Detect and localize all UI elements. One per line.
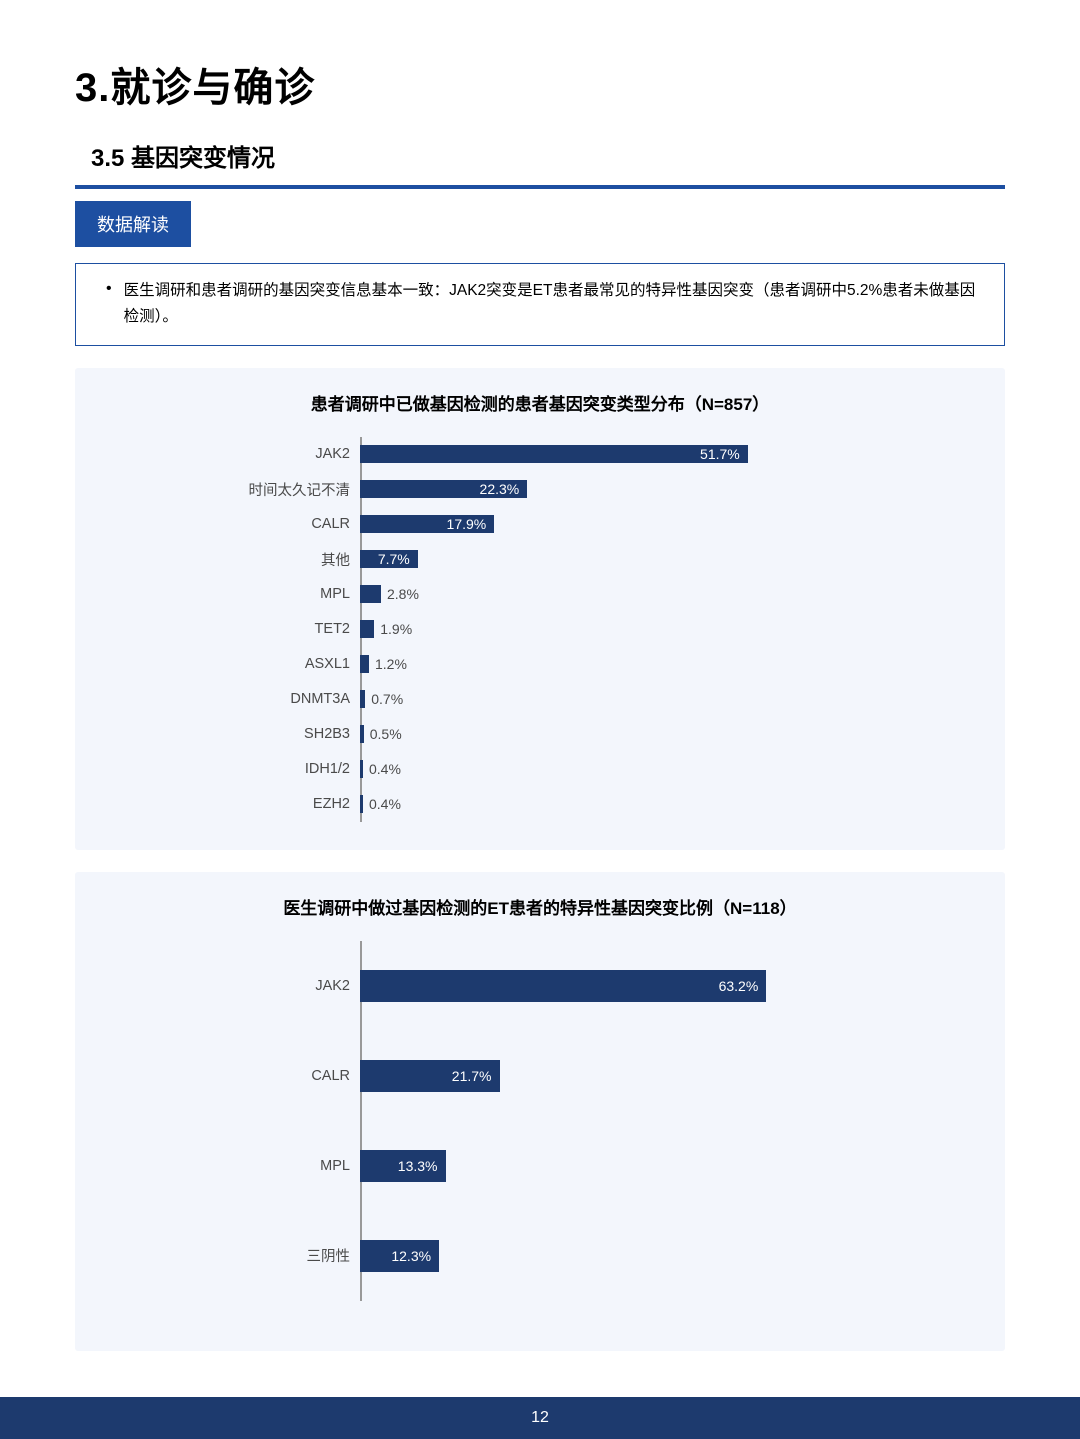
bar-label: 其他: [105, 549, 350, 570]
bullet-icon: •: [106, 280, 112, 298]
bar-label: MPL: [105, 586, 350, 602]
bar: 63.2%: [360, 970, 766, 1002]
bar: 0.4%: [360, 795, 363, 813]
bar-row: DNMT3A0.7%: [360, 682, 975, 717]
bar-label: DNMT3A: [105, 691, 350, 707]
bar-label: 时间太久记不清: [105, 479, 350, 500]
bar-label: CALR: [105, 516, 350, 532]
bar-label: ASXL1: [105, 656, 350, 672]
chart1-title: 患者调研中已做基因检测的患者基因突变类型分布（N=857）: [105, 390, 975, 415]
bar-row: 其他7.7%: [360, 542, 975, 577]
bar-row: CALR21.7%: [360, 1031, 975, 1121]
info-text: 医生调研和患者调研的基因突变信息基本一致：JAK2突变是ET患者最常见的特异性基…: [124, 278, 984, 331]
bar-value: 2.8%: [387, 586, 419, 602]
bar-value: 22.3%: [480, 481, 520, 497]
page-container: 3.就诊与确诊 3.5 基因突变情况 数据解读 • 医生调研和患者调研的基因突变…: [0, 0, 1080, 1439]
bar-label: TET2: [105, 621, 350, 637]
section-tab: 数据解读: [75, 201, 191, 247]
bar: 0.7%: [360, 690, 365, 708]
bar-value: 0.5%: [370, 726, 402, 742]
main-title: 3.就诊与确诊: [75, 55, 1005, 113]
page-number: 12: [531, 1409, 549, 1426]
bar-row: IDH1/20.4%: [360, 752, 975, 787]
bar: 12.3%: [360, 1240, 439, 1272]
bar-row: JAK251.7%: [360, 437, 975, 472]
bar-value: 51.7%: [700, 446, 740, 462]
bar-label: EZH2: [105, 796, 350, 812]
bar: 51.7%: [360, 445, 748, 463]
bar-row: EZH20.4%: [360, 787, 975, 822]
bar-value: 21.7%: [452, 1068, 492, 1084]
bar-row: MPL13.3%: [360, 1121, 975, 1211]
sub-title: 3.5 基因突变情况: [75, 138, 1005, 173]
bar-row: CALR17.9%: [360, 507, 975, 542]
bar-label: SH2B3: [105, 726, 350, 742]
bar-value: 17.9%: [447, 516, 487, 532]
info-box: • 医生调研和患者调研的基因突变信息基本一致：JAK2突变是ET患者最常见的特异…: [75, 263, 1005, 346]
chart2-container: 医生调研中做过基因检测的ET患者的特异性基因突变比例（N=118） JAK263…: [75, 872, 1005, 1351]
bar-value: 7.7%: [378, 551, 410, 567]
bar: 7.7%: [360, 550, 418, 568]
bar-label: CALR: [105, 1068, 350, 1084]
bar-value: 1.9%: [380, 621, 412, 637]
bar-value: 0.7%: [371, 691, 403, 707]
bar-row: JAK263.2%: [360, 941, 975, 1031]
bar-value: 1.2%: [375, 656, 407, 672]
bar-value: 12.3%: [391, 1248, 431, 1264]
bar: 22.3%: [360, 480, 527, 498]
bar: 1.9%: [360, 620, 374, 638]
chart1-container: 患者调研中已做基因检测的患者基因突变类型分布（N=857） JAK251.7%时…: [75, 368, 1005, 850]
bar-row: 三阴性12.3%: [360, 1211, 975, 1301]
bar-row: 时间太久记不清22.3%: [360, 472, 975, 507]
bar: 0.4%: [360, 760, 363, 778]
chart1-body: JAK251.7%时间太久记不清22.3%CALR17.9%其他7.7%MPL2…: [105, 437, 975, 822]
page-footer: 12: [0, 1397, 1080, 1439]
bar: 1.2%: [360, 655, 369, 673]
chart2-body: JAK263.2%CALR21.7%MPL13.3%三阴性12.3%: [105, 941, 975, 1301]
chart2-title: 医生调研中做过基因检测的ET患者的特异性基因突变比例（N=118）: [105, 894, 975, 919]
bar-label: JAK2: [105, 446, 350, 462]
bar: 2.8%: [360, 585, 381, 603]
bar: 0.5%: [360, 725, 364, 743]
bar-row: MPL2.8%: [360, 577, 975, 612]
bar: 21.7%: [360, 1060, 500, 1092]
bar-label: 三阴性: [105, 1245, 350, 1266]
bar-label: JAK2: [105, 978, 350, 994]
bar-value: 63.2%: [719, 978, 759, 994]
divider-line: [75, 185, 1005, 189]
bar-row: SH2B30.5%: [360, 717, 975, 752]
bar: 17.9%: [360, 515, 494, 533]
bar-value: 13.3%: [398, 1158, 438, 1174]
bar-value: 0.4%: [369, 796, 401, 812]
bar-label: MPL: [105, 1158, 350, 1174]
bar: 13.3%: [360, 1150, 446, 1182]
bar-row: ASXL11.2%: [360, 647, 975, 682]
bar-row: TET21.9%: [360, 612, 975, 647]
bar-label: IDH1/2: [105, 761, 350, 777]
bar-value: 0.4%: [369, 761, 401, 777]
